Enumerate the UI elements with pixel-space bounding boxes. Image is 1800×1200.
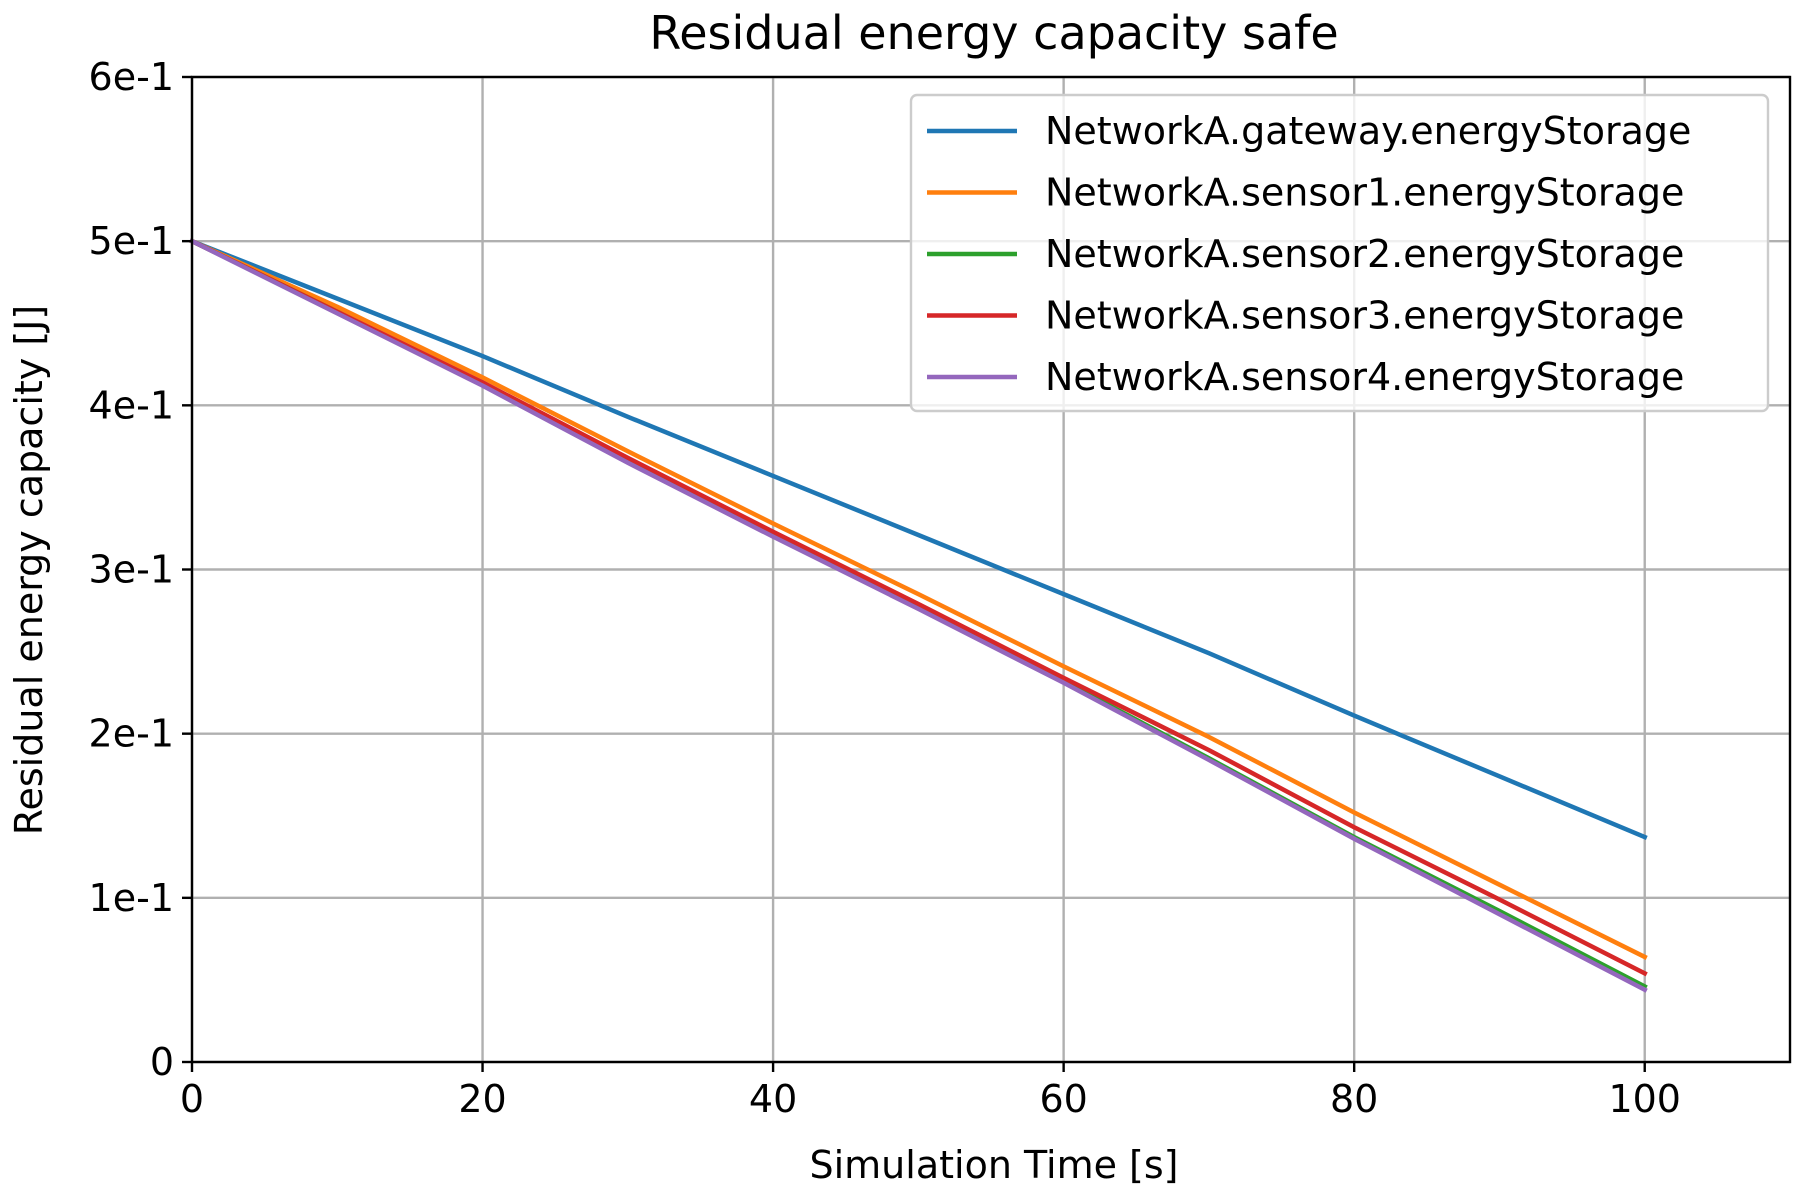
x-tick-label: 80 [1330,1077,1378,1121]
y-tick-label: 6e-1 [89,55,174,99]
legend-label-2: NetworkA.sensor1.energyStorage [1045,171,1684,215]
x-tick-label: 40 [749,1077,797,1121]
y-axis-ticks: 0 1e-1 2e-1 3e-1 4e-1 5e-1 6e-1 [89,55,192,1084]
x-tick-label: 0 [180,1077,204,1121]
series-line-2 [189,238,1648,960]
series-lines [188,238,1648,993]
legend: NetworkA.gateway.energyStorage NetworkA.s… [909,93,1770,413]
y-tick-label: 1e-1 [89,876,174,920]
legend-label-3: NetworkA.sensor2.energyStorage [1045,232,1684,276]
legend-label-5: NetworkA.sensor4.energyStorage [1045,355,1684,399]
chart-title: Residual energy capacity safe [649,6,1338,60]
y-tick-label: 0 [150,1040,174,1084]
legend-label-4: NetworkA.sensor3.energyStorage [1045,294,1684,338]
y-tick-label: 3e-1 [89,548,174,592]
x-tick-label: 60 [1039,1077,1087,1121]
x-tick-label: 20 [458,1077,506,1121]
x-tick-label: 100 [1608,1077,1681,1121]
series-line-1 [189,238,1648,841]
x-axis-ticks: 0 20 40 60 80 100 [180,1062,1681,1121]
series-line-4 [188,238,1648,977]
legend-box [909,93,1770,413]
series-line-5 [188,238,1648,993]
y-tick-label: 5e-1 [89,219,174,263]
y-axis-label: Residual energy capacity [J] [7,305,51,835]
y-tick-label: 4e-1 [89,383,174,427]
y-tick-label: 2e-1 [89,712,174,756]
x-axis-label: Simulation Time [s] [809,1143,1178,1187]
legend-label-1: NetworkA.gateway.energyStorage [1045,109,1691,153]
